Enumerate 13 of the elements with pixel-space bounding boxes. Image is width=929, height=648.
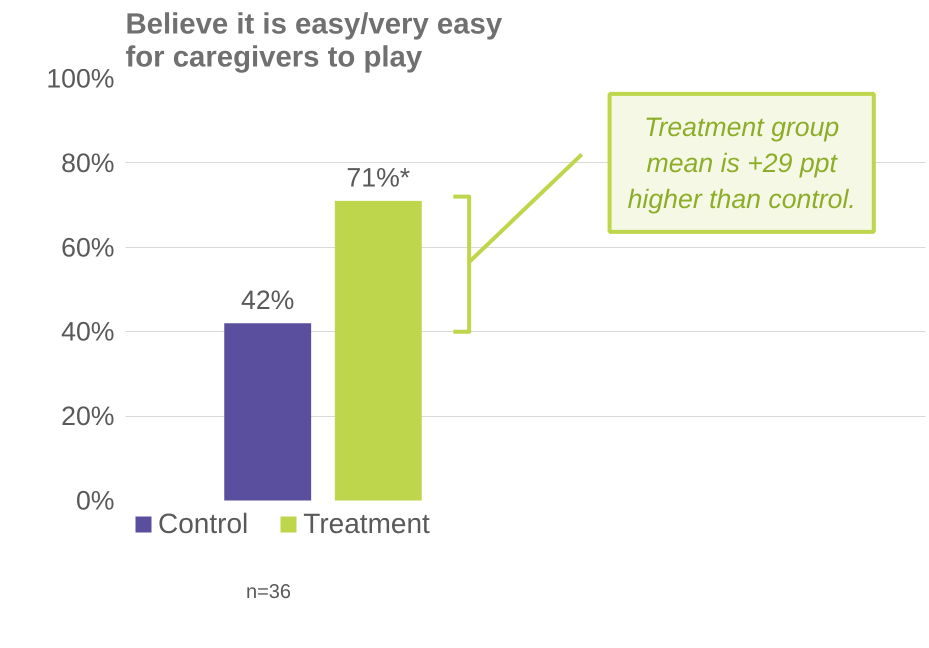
y-tick-label: 60% [61, 232, 115, 262]
data-label: 42% [241, 284, 294, 315]
y-tick-label: 0% [76, 486, 115, 516]
y-tick-label: 20% [61, 401, 115, 432]
text: Treatment group mean is +29 ppt higher than control. [628, 112, 856, 214]
legend-label: Treatment [303, 508, 430, 540]
legend-label: Control [158, 508, 248, 540]
y-tick-label: 80% [61, 148, 115, 178]
data-label: 71%* [346, 162, 410, 192]
chart-title: Believe it is easy/very easy for caregivers to play [126, 8, 503, 74]
text: n=36 [246, 580, 292, 605]
y-tick-label: 40% [61, 316, 115, 347]
y-tick-label: 100% [46, 64, 115, 94]
